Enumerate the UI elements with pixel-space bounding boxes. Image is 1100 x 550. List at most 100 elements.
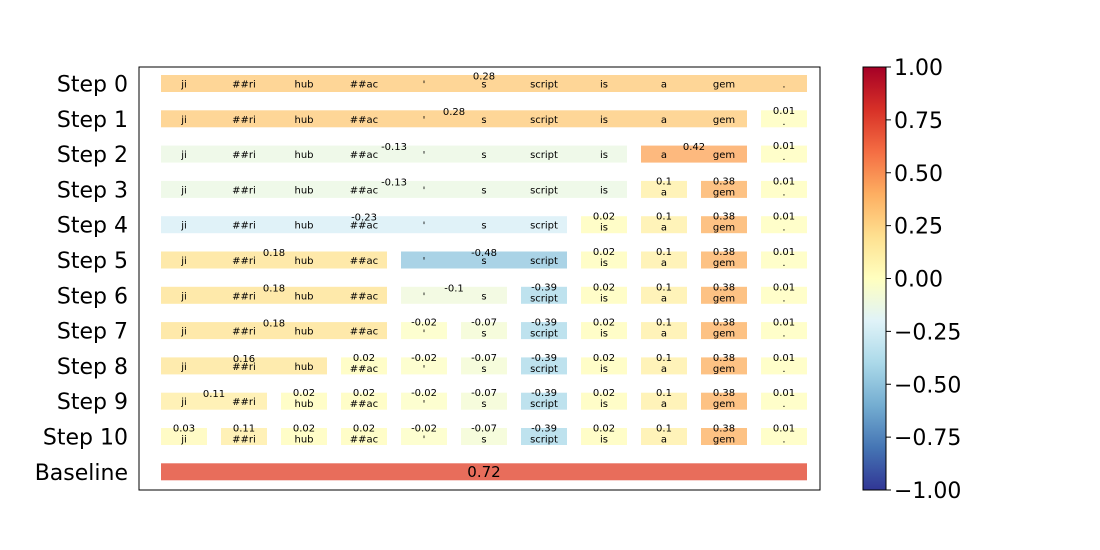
segment-value-label: 0.38 bbox=[713, 212, 735, 223]
colorbar-tick-label: 0.50 bbox=[894, 162, 943, 187]
token-label: gem bbox=[713, 293, 735, 304]
segment-value-label: -0.02 bbox=[411, 318, 437, 329]
token-label: ##ac bbox=[350, 221, 378, 232]
segment-bar bbox=[761, 216, 807, 234]
token-label: is bbox=[600, 150, 608, 161]
segment-bar bbox=[461, 357, 507, 375]
segment-bar bbox=[341, 357, 387, 375]
token-label: gem bbox=[713, 258, 735, 269]
token-label: hub bbox=[294, 115, 313, 126]
segment-value-label: 0.42 bbox=[683, 142, 705, 153]
token-label: ##ri bbox=[232, 256, 256, 267]
segment-bar bbox=[761, 251, 807, 269]
segment-bar bbox=[581, 322, 627, 340]
segment-bar bbox=[401, 357, 447, 375]
segment-bar bbox=[401, 428, 447, 445]
colorbar-tick-label: −0.75 bbox=[894, 426, 961, 451]
token-label: ' bbox=[423, 221, 426, 232]
row-label-step-5: Step 5 bbox=[57, 249, 128, 274]
token-label: hub bbox=[294, 399, 313, 410]
segment-bar bbox=[761, 110, 807, 128]
segment-value-label: 0.02 bbox=[593, 318, 615, 329]
segment-bar bbox=[521, 357, 567, 375]
token-label: ##ac bbox=[350, 327, 378, 338]
token-label: gem bbox=[713, 80, 735, 91]
segment-bar bbox=[701, 216, 747, 234]
colorbar-tick-label: 0.00 bbox=[894, 268, 943, 293]
segment-value-label: -0.1 bbox=[444, 283, 464, 294]
segment-value-label: -0.02 bbox=[411, 424, 437, 435]
token-label: ##ri bbox=[232, 115, 256, 126]
segment-bar bbox=[161, 110, 747, 128]
segment-bar bbox=[701, 286, 747, 304]
colorbar-tick-label: −1.00 bbox=[894, 479, 961, 504]
step-row-2: -0.13 0.42 0.01 ji ##ri hub ##ac ' s script is a gem… bbox=[161, 141, 807, 163]
token-label: a bbox=[661, 258, 667, 269]
segment-value-label: -0.02 bbox=[411, 388, 437, 399]
token-label: s bbox=[481, 364, 486, 375]
segment-bar bbox=[641, 251, 687, 269]
colorbar: 1.00 0.75 0.50 0.25 0.00 −0.25 −0.50 −0.75 −1.00 bbox=[862, 56, 961, 504]
row-label-step-6: Step 6 bbox=[57, 284, 128, 309]
row-label-step-2: Step 2 bbox=[57, 143, 128, 168]
step-row-3: -0.13 0.1 0.38 0.01 ji ##ri hub ##ac ' s script is a… bbox=[161, 176, 807, 198]
token-label: ##ri bbox=[232, 221, 256, 232]
segment-bar bbox=[581, 251, 627, 269]
segment-bar bbox=[761, 145, 807, 163]
colorbar-tick-label: −0.25 bbox=[894, 320, 961, 345]
token-label: hub bbox=[294, 362, 313, 373]
segment-value-label: 0.02 bbox=[293, 388, 315, 399]
segment-value-label: 0.1 bbox=[656, 388, 672, 399]
segment-value-label: 0.1 bbox=[656, 247, 672, 258]
token-label: s bbox=[481, 115, 486, 126]
token-label: s bbox=[481, 185, 486, 196]
token-label: gem bbox=[713, 223, 735, 234]
token-label: gem bbox=[713, 435, 735, 446]
token-label: a bbox=[661, 399, 667, 410]
segment-bar bbox=[341, 392, 387, 410]
segment-bar bbox=[161, 357, 327, 375]
segment-bar bbox=[641, 322, 687, 340]
row-label-step-4: Step 4 bbox=[57, 214, 128, 239]
row-label-step-9: Step 9 bbox=[57, 390, 128, 415]
segment-value-label: 0.02 bbox=[593, 388, 615, 399]
token-label: is bbox=[600, 399, 608, 410]
segment-value-label: 0.38 bbox=[713, 353, 735, 364]
segment-value-label: 0.38 bbox=[713, 424, 735, 435]
step-row-1: 0.28 0.01 ji ##ri hub ##ac ' s script is a gem. bbox=[161, 106, 807, 128]
token-label: script bbox=[530, 80, 558, 91]
row-label-step-1: Step 1 bbox=[57, 108, 128, 133]
segment-bar bbox=[401, 322, 447, 340]
segment-value-label: 0.11 bbox=[203, 389, 225, 400]
token-label: is bbox=[600, 185, 608, 196]
token-label: ' bbox=[423, 256, 426, 267]
token-label: hub bbox=[294, 435, 313, 446]
segment-bar bbox=[161, 428, 207, 445]
segment-bar bbox=[401, 286, 507, 304]
token-label: script bbox=[530, 115, 558, 126]
segment-value-label: 0.02 bbox=[353, 353, 375, 364]
segment-bar bbox=[461, 392, 507, 410]
token-label: s bbox=[481, 329, 486, 340]
token-label: ji bbox=[180, 221, 187, 232]
token-label: script bbox=[530, 329, 558, 340]
segment-value-label: -0.07 bbox=[471, 353, 497, 364]
segment-value-label: 0.02 bbox=[593, 212, 615, 223]
segment-value-label: 0.01 bbox=[773, 106, 795, 117]
token-label: gem bbox=[713, 399, 735, 410]
row-labels: Step 0 Step 1 Step 2 Step 3 Step 4 Step 5 Step… bbox=[35, 73, 128, 486]
segment-bar bbox=[161, 392, 267, 410]
segment-bar bbox=[281, 392, 327, 410]
token-label: ji bbox=[180, 115, 187, 126]
token-label: ji bbox=[180, 256, 187, 267]
token-label: s bbox=[481, 80, 486, 91]
token-label: ' bbox=[423, 364, 426, 375]
segment-value-label: -0.07 bbox=[471, 424, 497, 435]
step-row-0: 0.28 ji ##ri hub ##ac ' s script is a gem. bbox=[161, 72, 807, 92]
token-label: . bbox=[782, 187, 785, 198]
row-label-step-0: Step 0 bbox=[57, 73, 128, 98]
token-label: ' bbox=[423, 115, 426, 126]
segment-value-label: 0.01 bbox=[773, 247, 795, 258]
token-label: gem bbox=[713, 150, 735, 161]
